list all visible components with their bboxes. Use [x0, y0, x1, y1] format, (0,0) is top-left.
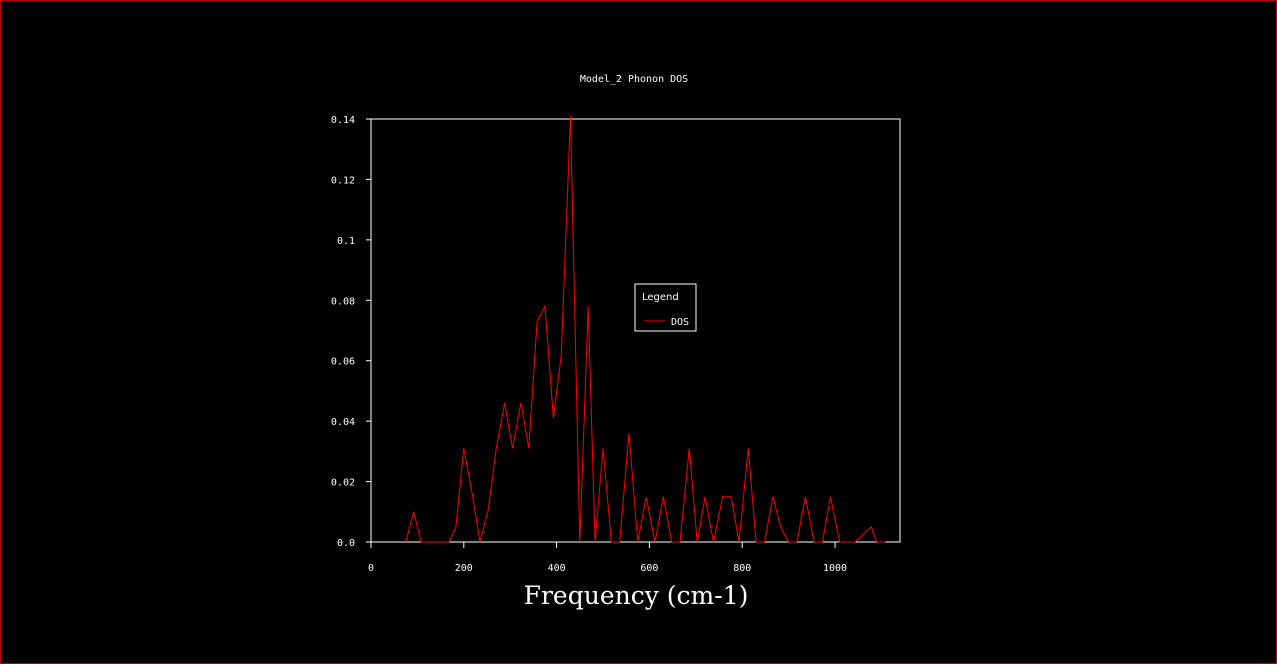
legend-title: Legend: [642, 292, 679, 303]
y-tick-label: 0.0: [337, 538, 355, 549]
x-tick-label: 1000: [823, 563, 847, 574]
y-tick-label: 0.12: [331, 175, 355, 186]
x-tick-label: 600: [640, 563, 658, 574]
legend-item-dos: DOS: [671, 317, 689, 328]
x-tick-label: 200: [455, 563, 473, 574]
x-axis-label: Frequency (cm-1): [524, 581, 749, 610]
legend: Legend DOS: [634, 283, 697, 332]
series-line-dos: [405, 115, 886, 543]
chart-title: Model_2 Phonon DOS: [580, 74, 688, 85]
y-tick-label: 0.08: [331, 296, 355, 307]
legend-box: [634, 283, 697, 332]
y-tick-label: 0.06: [331, 357, 355, 368]
x-tick-label: 0: [368, 563, 374, 574]
plot-area: [370, 118, 901, 543]
y-tick-label: 0.1: [337, 236, 355, 247]
y-tick-label: 0.14: [331, 115, 355, 126]
x-tick-label: 800: [733, 563, 751, 574]
x-tick-label: 400: [548, 563, 566, 574]
y-tick-label: 0.04: [331, 417, 355, 428]
y-tick-label: 0.02: [331, 478, 355, 489]
